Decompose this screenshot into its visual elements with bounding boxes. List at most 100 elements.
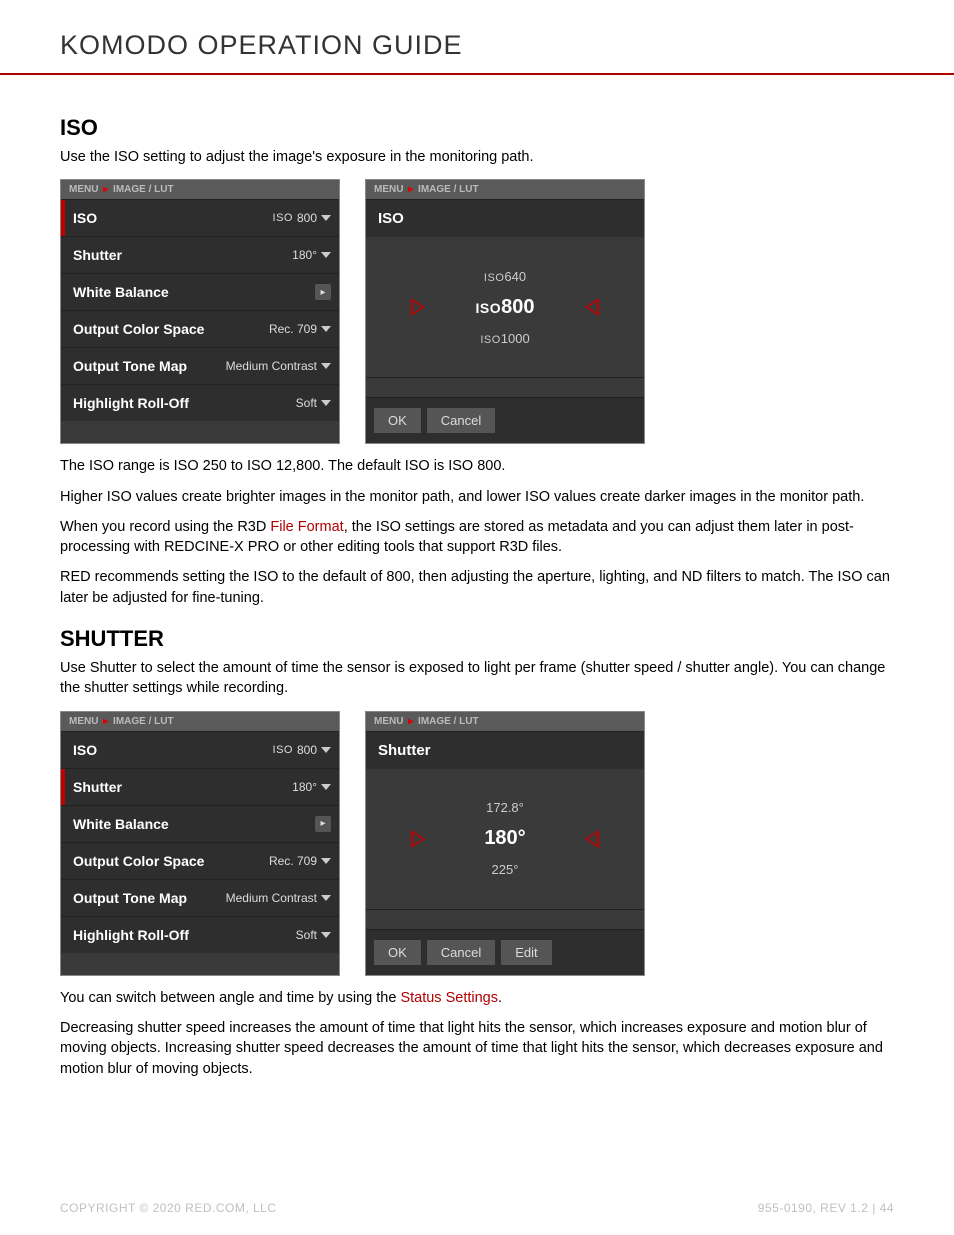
menu-row-value: Medium Contrast xyxy=(226,891,331,905)
menu-row-label: Output Color Space xyxy=(73,853,204,869)
iso-range-text: The ISO range is ISO 250 to ISO 12,800. … xyxy=(60,456,894,476)
iso-intro: Use the ISO setting to adjust the image'… xyxy=(60,147,894,167)
breadcrumb-sep-icon: ▸ xyxy=(408,184,413,195)
cancel-button[interactable]: Cancel xyxy=(427,940,495,965)
shutter-picker-body: 172.8° 180° 225° xyxy=(366,769,644,909)
menu-list-iso: ISOISO800 Shutter 180° White Balance ▸ Outp… xyxy=(61,199,339,421)
picker-title: ISO xyxy=(366,199,644,237)
menu-row[interactable]: White Balance ▸ xyxy=(61,273,339,310)
breadcrumb-path: IMAGE / LUT xyxy=(418,716,479,727)
picker-right-arrow-icon[interactable] xyxy=(585,298,599,316)
dropdown-caret-icon xyxy=(321,747,331,753)
menu-row-value: Soft xyxy=(296,396,331,410)
breadcrumb: MENU ▸ IMAGE / LUT xyxy=(61,712,339,731)
page-title: KOMODO OPERATION GUIDE xyxy=(60,30,894,61)
dropdown-caret-icon xyxy=(321,252,331,258)
file-format-link[interactable]: File Format xyxy=(270,519,343,535)
picker-selected-row: ISO800 xyxy=(366,292,644,323)
menu-row[interactable]: Output Tone MapMedium Contrast xyxy=(61,879,339,916)
picker-next-value: 1000 xyxy=(501,331,530,346)
breadcrumb-path: IMAGE / LUT xyxy=(113,184,174,195)
menu-row-label: White Balance xyxy=(73,816,169,832)
menu-row-value: ISO800 xyxy=(273,743,331,757)
menu-row-label: White Balance xyxy=(73,284,169,300)
picker-prev-option[interactable]: ISO640 xyxy=(484,261,526,292)
page-footer: COPYRIGHT © 2020 RED.COM, LLC 955-0190, … xyxy=(60,1201,894,1215)
ok-button[interactable]: OK xyxy=(374,940,421,965)
menu-row[interactable]: ISOISO800 xyxy=(61,731,339,768)
breadcrumb-sep-icon: ▸ xyxy=(103,184,108,195)
iso-prefix: ISO xyxy=(273,212,293,224)
breadcrumb-root: MENU xyxy=(69,184,98,195)
menu-row[interactable]: Shutter180° xyxy=(61,768,339,805)
shutter-decrease-text: Decreasing shutter speed increases the a… xyxy=(60,1018,894,1079)
breadcrumb: MENU ▸ IMAGE / LUT xyxy=(366,180,644,199)
shutter-picker-panel: MENU ▸ IMAGE / LUT Shutter 172.8° 180° 2… xyxy=(365,711,645,976)
menu-row-value: Rec. 709 xyxy=(269,854,331,868)
menu-row-value: 180° xyxy=(292,248,331,262)
iso-screenshots: MENU ▸ IMAGE / LUT ISOISO800 Shutter180°… xyxy=(60,179,894,444)
switch-post: . xyxy=(498,990,502,1006)
menu-row-label: Output Color Space xyxy=(73,321,204,337)
menu-row-label: ISO xyxy=(73,742,97,758)
iso-picker-body: ISO640 ISO800 ISO1000 xyxy=(366,237,644,377)
dropdown-caret-icon xyxy=(321,400,331,406)
menu-row[interactable]: Output Color Space Rec. 709 xyxy=(61,842,339,879)
dropdown-caret-icon xyxy=(321,858,331,864)
breadcrumb-root: MENU xyxy=(374,184,403,195)
picker-prev-option[interactable]: 172.8° xyxy=(486,792,524,823)
iso-higher-text: Higher ISO values create brighter images… xyxy=(60,487,894,507)
menu-row-label: Shutter xyxy=(73,247,122,263)
breadcrumb-path: IMAGE / LUT xyxy=(113,716,174,727)
iso-r3d-text: When you record using the R3D File Forma… xyxy=(60,517,894,558)
breadcrumb-sep-icon: ▸ xyxy=(103,716,108,727)
edit-button[interactable]: Edit xyxy=(501,940,551,965)
menu-row[interactable]: Shutter 180° xyxy=(61,236,339,273)
shutter-heading: SHUTTER xyxy=(60,626,894,652)
breadcrumb: MENU ▸ IMAGE / LUT xyxy=(366,712,644,731)
dropdown-caret-icon xyxy=(321,326,331,332)
switch-pre: You can switch between angle and time by… xyxy=(60,990,400,1006)
chevron-right-icon: ▸ xyxy=(315,284,331,300)
menu-row-label: Shutter xyxy=(73,779,122,795)
chevron-right-icon: ▸ xyxy=(315,816,331,832)
dropdown-caret-icon xyxy=(321,895,331,901)
picker-next-option[interactable]: 225° xyxy=(492,854,519,885)
shutter-screenshots: MENU ▸ IMAGE / LUT ISOISO800 Shutter180°… xyxy=(60,711,894,976)
menu-row[interactable]: Highlight Roll-OffSoft xyxy=(61,916,339,953)
menu-row-label: Output Tone Map xyxy=(73,358,187,374)
menu-row-value: ISO800 xyxy=(273,211,331,225)
picker-selected-row: 180° xyxy=(366,823,644,854)
dropdown-caret-icon xyxy=(321,363,331,369)
status-settings-link[interactable]: Status Settings xyxy=(400,990,498,1006)
iso-prefix: ISO xyxy=(484,272,504,284)
ok-button[interactable]: OK xyxy=(374,408,421,433)
content: ISO Use the ISO setting to adjust the im… xyxy=(0,75,954,1079)
picker-left-arrow-icon[interactable] xyxy=(411,298,425,316)
menu-panel-shutter: MENU ▸ IMAGE / LUT ISOISO800 Shutter180°… xyxy=(60,711,340,976)
menu-row[interactable]: ISOISO800 xyxy=(61,199,339,236)
menu-row-value: Rec. 709 xyxy=(269,322,331,336)
shutter-switch-text: You can switch between angle and time by… xyxy=(60,988,894,1008)
breadcrumb-root: MENU xyxy=(374,716,403,727)
menu-row-value: ▸ xyxy=(315,816,331,832)
menu-row[interactable]: Output Tone Map Medium Contrast xyxy=(61,347,339,384)
breadcrumb-sep-icon: ▸ xyxy=(408,716,413,727)
picker-next-option[interactable]: ISO1000 xyxy=(480,323,529,354)
iso-picker-panel: MENU ▸ IMAGE / LUT ISO ISO640 ISO800 ISO… xyxy=(365,179,645,444)
menu-row[interactable]: Highlight Roll-OffSoft xyxy=(61,384,339,421)
menu-panel-iso: MENU ▸ IMAGE / LUT ISOISO800 Shutter 180°… xyxy=(60,179,340,444)
picker-selected-value: 800 xyxy=(501,296,534,318)
dropdown-caret-icon xyxy=(321,215,331,221)
cancel-button[interactable]: Cancel xyxy=(427,408,495,433)
menu-row-value: Medium Contrast xyxy=(226,359,331,373)
iso-prefix: ISO xyxy=(273,744,293,756)
shutter-picker-buttons: OKCancelEdit xyxy=(366,929,644,975)
picker-left-arrow-icon[interactable] xyxy=(411,830,425,848)
menu-row-value: ▸ xyxy=(315,284,331,300)
picker-right-arrow-icon[interactable] xyxy=(585,830,599,848)
r3d-pre: When you record using the R3D xyxy=(60,519,270,535)
iso-prefix: ISO xyxy=(476,300,502,316)
menu-row[interactable]: Output Color Space Rec. 709 xyxy=(61,310,339,347)
menu-row[interactable]: White Balance ▸ xyxy=(61,805,339,842)
